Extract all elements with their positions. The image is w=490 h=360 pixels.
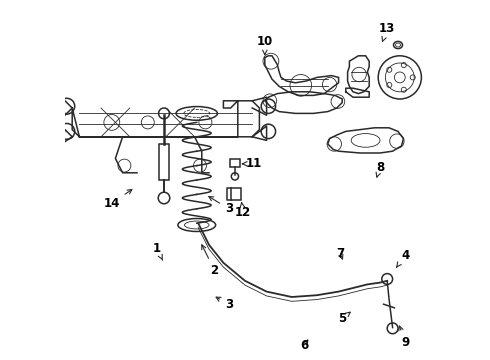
Text: 14: 14 xyxy=(103,189,132,210)
Text: 12: 12 xyxy=(235,203,251,219)
Text: 10: 10 xyxy=(257,35,273,55)
Text: 4: 4 xyxy=(396,249,409,267)
Text: 3: 3 xyxy=(209,197,233,215)
Bar xyxy=(231,188,242,200)
Text: 2: 2 xyxy=(202,245,219,276)
Text: 1: 1 xyxy=(153,242,163,260)
Text: 11: 11 xyxy=(243,157,262,170)
Text: 7: 7 xyxy=(336,247,344,260)
Text: 8: 8 xyxy=(376,161,384,177)
Text: 5: 5 xyxy=(338,312,350,325)
Text: 6: 6 xyxy=(300,339,309,352)
Bar xyxy=(159,144,169,180)
Bar xyxy=(229,159,240,167)
Text: 13: 13 xyxy=(379,22,395,41)
Text: 3: 3 xyxy=(216,297,233,311)
Text: 9: 9 xyxy=(399,326,409,348)
